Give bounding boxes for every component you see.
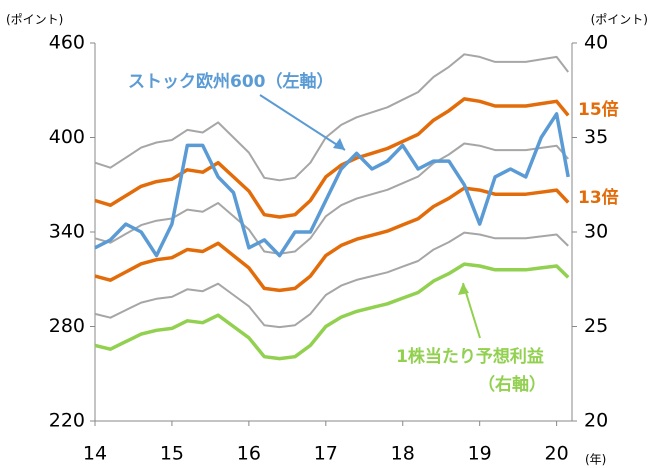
arrowhead xyxy=(458,283,469,295)
y2-tick-label: 25 xyxy=(584,315,608,337)
y2-tick-label: 40 xyxy=(584,32,608,54)
series-line xyxy=(94,97,570,219)
x-unit: (年) xyxy=(585,453,606,467)
y2-tick-label: 35 xyxy=(584,126,608,148)
y-tick-label: 220 xyxy=(49,410,85,432)
y-unit: (ポイント) xyxy=(6,13,63,27)
arrowhead xyxy=(333,138,345,150)
series-label: 13倍 xyxy=(578,187,619,208)
series-label: ストック欧州600（左軸） xyxy=(128,71,334,92)
y2-unit: (ポイント) xyxy=(591,13,648,27)
y2-tick-label: 30 xyxy=(584,221,608,243)
series-line xyxy=(94,231,569,329)
x-tick-label: 19 xyxy=(468,443,492,465)
y-tick-label: 400 xyxy=(49,126,85,148)
arrow xyxy=(259,94,346,151)
series-label: （右軸） xyxy=(478,374,546,395)
series-line xyxy=(94,112,570,258)
series-line xyxy=(94,53,569,182)
y-tick-label: 280 xyxy=(49,315,85,337)
x-tick-label: 16 xyxy=(237,443,261,465)
y2-tick-label: 20 xyxy=(584,410,608,432)
series-line xyxy=(94,186,570,293)
x-tick-label: 14 xyxy=(83,443,107,465)
series-line xyxy=(94,262,570,361)
series-label: 1株当たり予想利益 xyxy=(396,346,544,367)
x-tick-label: 20 xyxy=(545,443,569,465)
y-tick-label: 460 xyxy=(49,32,85,54)
x-tick-label: 17 xyxy=(314,443,338,465)
series-label: 15倍 xyxy=(578,99,619,120)
x-tick-label: 15 xyxy=(160,443,184,465)
x-tick-label: 18 xyxy=(391,443,415,465)
y-tick-label: 340 xyxy=(49,221,85,243)
